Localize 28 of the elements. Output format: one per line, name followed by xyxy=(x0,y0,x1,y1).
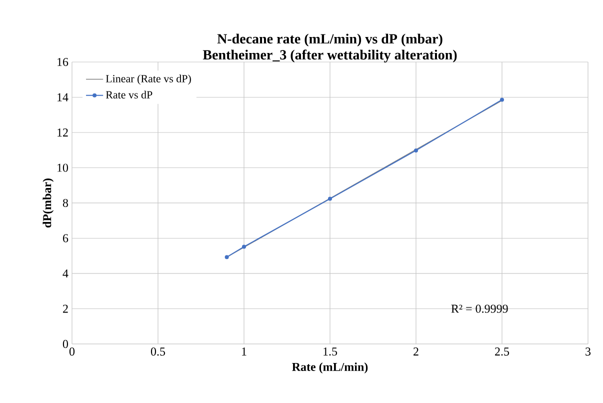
y-tick-label: 4 xyxy=(62,270,68,278)
x-tick-label: 1.5 xyxy=(324,348,338,356)
x-tick-label: 0.5 xyxy=(150,348,166,356)
x-tick-label: 3 xyxy=(586,348,591,356)
y-tick-label: 14 xyxy=(58,93,68,102)
x-tick-label: 0 xyxy=(69,348,75,356)
y-tick-label: 10 xyxy=(58,164,68,172)
chart-title: N-decane rate (mL/min) vs dP (mbar) xyxy=(217,34,442,46)
point xyxy=(224,255,229,260)
x-tick-label: 2.5 xyxy=(495,348,510,356)
x-tick-label: 1 xyxy=(242,348,246,356)
point xyxy=(328,196,332,201)
point xyxy=(414,148,418,152)
legend-label: Linear (Rate vs dP) xyxy=(106,74,191,85)
y-tick-label: 6 xyxy=(62,234,68,242)
y-tick-label: 12 xyxy=(58,128,68,136)
point xyxy=(242,244,246,249)
y-tick-label: 8 xyxy=(62,198,68,208)
y-tick-label: 2 xyxy=(63,304,68,313)
chart-subtitle: Bentheimer_3 (after wettability alteration) xyxy=(202,50,457,62)
y-tick-label: 16 xyxy=(58,58,68,66)
point xyxy=(500,98,504,102)
legend-label: Rate vs dP xyxy=(106,90,152,99)
y-tick-label: 0 xyxy=(62,340,68,348)
x-tick-label: 2 xyxy=(414,348,418,356)
y-axis-title: dP(mbar) xyxy=(42,178,54,228)
annotation: R² = 0.9999 xyxy=(451,304,508,313)
x-axis-title: Rate (mL/min) xyxy=(292,362,368,374)
